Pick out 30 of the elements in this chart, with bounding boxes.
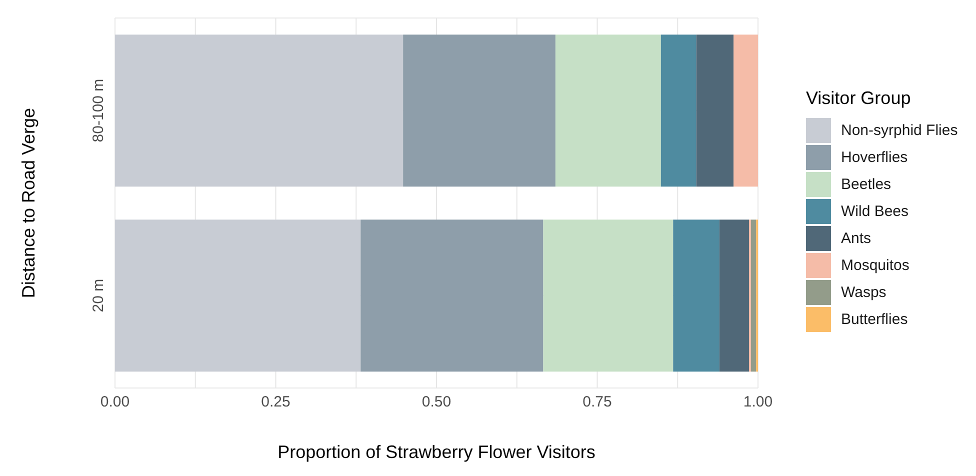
legend-label: Wasps — [841, 284, 886, 301]
x-axis-title: Proportion of Strawberry Flower Visitors — [278, 442, 596, 462]
x-tick-label: 0.00 — [100, 394, 130, 411]
legend-label: Mosquitos — [841, 257, 910, 274]
bar — [696, 34, 734, 187]
x-tick-label: 1.00 — [743, 394, 773, 411]
legend-label: Wild Bees — [841, 203, 909, 220]
legend-label: Non-syrphid Flies — [841, 122, 958, 139]
x-tick-label: 0.75 — [582, 394, 612, 411]
bar — [115, 34, 404, 187]
bar — [555, 34, 661, 187]
bar — [360, 220, 544, 372]
y-tick-label: 80-100 m — [90, 78, 107, 142]
x-tick-label: 0.50 — [422, 394, 452, 411]
legend-label: Hoverflies — [841, 149, 908, 166]
y-tick-label: 20 m — [90, 278, 107, 312]
bar — [673, 220, 720, 372]
bar — [543, 220, 674, 372]
legend-label: Butterflies — [841, 311, 908, 328]
legend-title: Visitor Group — [806, 88, 912, 109]
legend-label: Beetles — [841, 176, 892, 193]
bar — [750, 220, 756, 372]
x-tick-label: 0.25 — [261, 394, 290, 411]
bar — [115, 220, 361, 372]
bar — [660, 34, 696, 187]
bar — [734, 34, 758, 187]
legend-label: Ants — [841, 230, 872, 247]
bar — [719, 220, 749, 372]
y-axis-title: Distance to Road Verge — [18, 108, 38, 298]
bar — [403, 34, 556, 187]
